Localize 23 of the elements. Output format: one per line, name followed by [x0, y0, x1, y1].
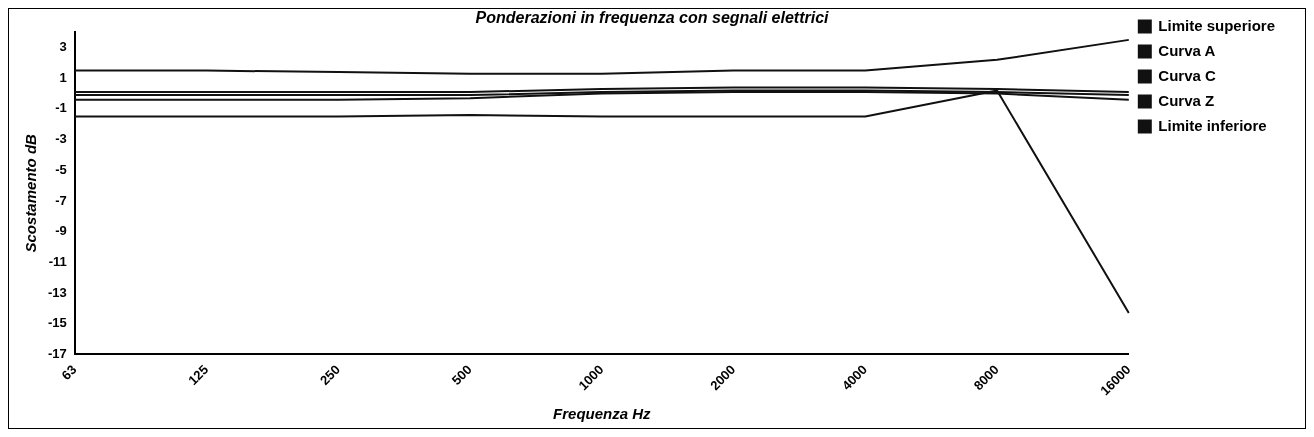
- chart-title: Ponderazioni in frequenza con segnali elettrici: [475, 9, 830, 27]
- y-tick-label: -15: [47, 315, 67, 331]
- x-tick-label: 125: [185, 361, 212, 388]
- x-tick-label: 250: [316, 361, 343, 388]
- y-tick-label: -1: [55, 100, 67, 116]
- x-tick-label: 63: [58, 361, 80, 383]
- y-tick-label: -3: [55, 131, 67, 147]
- y-tick-label: -9: [55, 223, 67, 239]
- x-axis-title: Frequenza Hz: [553, 405, 652, 423]
- x-tick-label: 500: [448, 361, 475, 388]
- legend-label: Curva C: [1158, 66, 1216, 84]
- legend-label: Limite inferiore: [1158, 116, 1267, 134]
- y-tick-label: 1: [59, 69, 67, 85]
- y-axis-title: Scostamento dB: [22, 133, 40, 253]
- y-tick-label: -7: [55, 192, 67, 208]
- legend-label: Curva A: [1158, 41, 1216, 59]
- legend-label: Limite superiore: [1158, 16, 1276, 34]
- y-tick-label: 3: [59, 39, 67, 55]
- y-tick-label: -11: [48, 253, 67, 269]
- y-tick-label: -13: [47, 284, 67, 300]
- y-tick-label: -5: [55, 161, 67, 177]
- y-tick-label: -17: [47, 345, 67, 361]
- legend-label: Curva Z: [1158, 91, 1215, 109]
